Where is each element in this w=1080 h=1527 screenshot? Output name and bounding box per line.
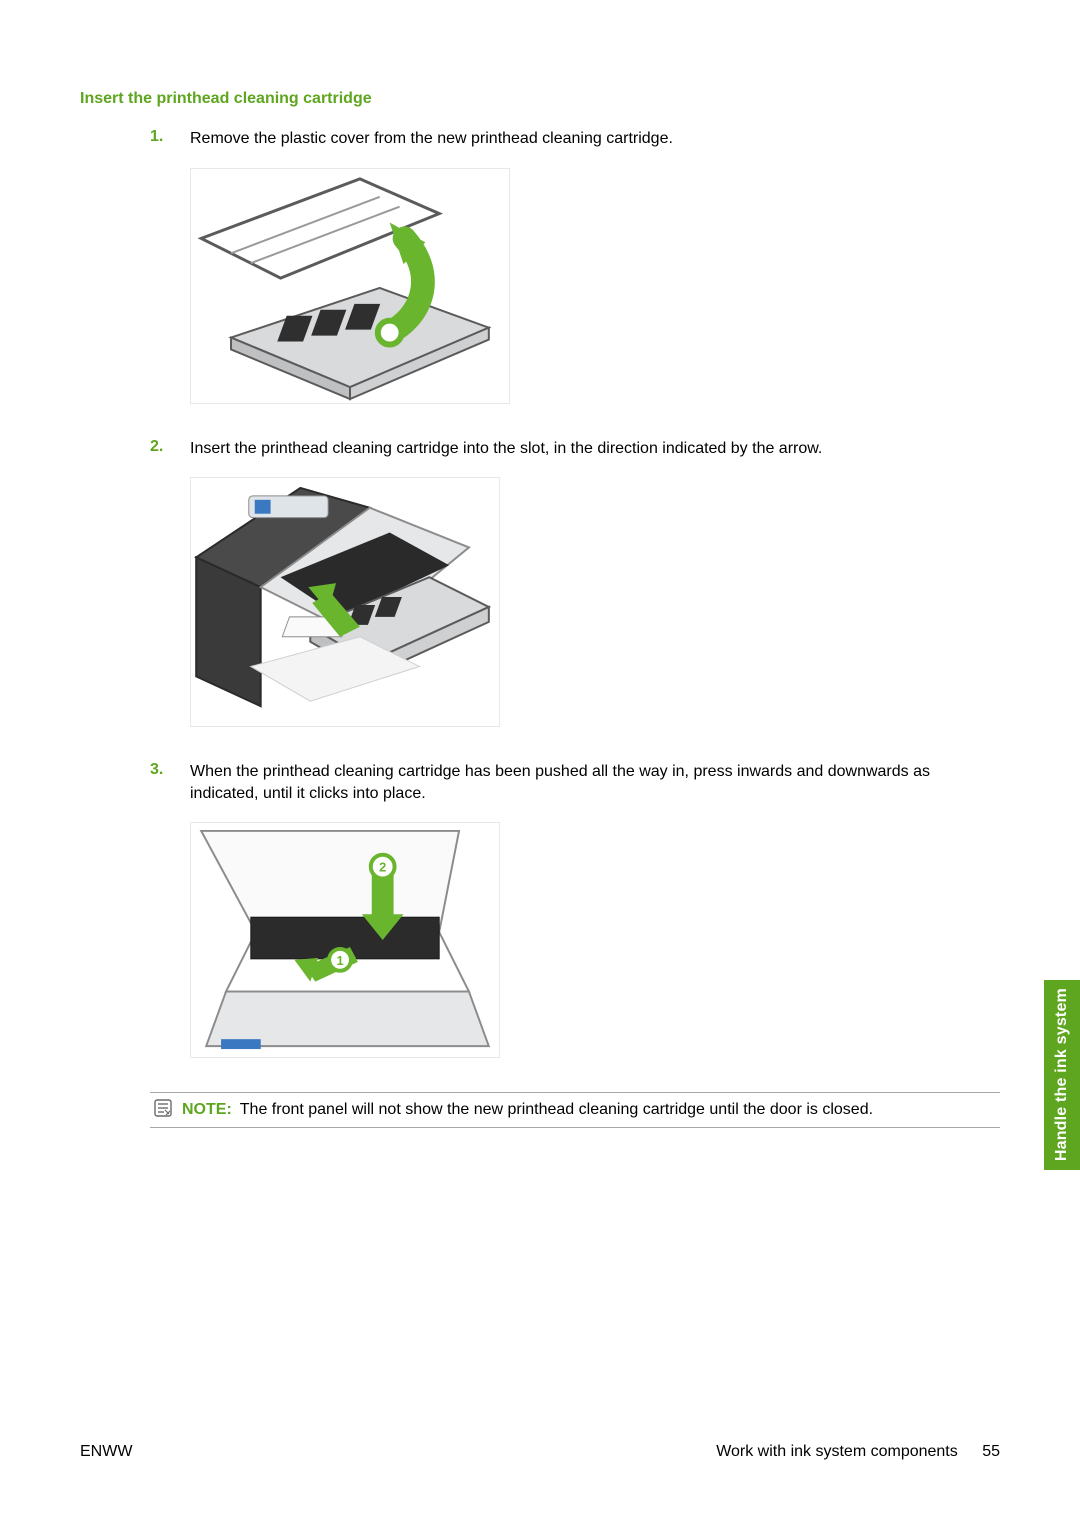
svg-text:1: 1 [336,953,343,968]
steps-list: 2. Insert the printhead cleaning cartrid… [150,438,1000,460]
step-number: 1. [150,128,190,150]
step-text: Insert the printhead cleaning cartridge … [190,438,1000,460]
press-cartridge-illustration: 1 2 [190,822,500,1058]
step-text: Remove the plastic cover from the new pr… [190,128,1000,150]
step-number: 2. [150,438,190,460]
figure-2 [190,477,1000,727]
section-heading: Insert the printhead cleaning cartridge [80,90,1000,108]
step-1: 1. Remove the plastic cover from the new… [150,128,1000,150]
note-callout: NOTE: The front panel will not show the n… [150,1092,1000,1128]
page: Insert the printhead cleaning cartridge … [0,0,1080,1527]
figure-1 [190,168,1000,404]
side-tab-label: Handle the ink system [1053,988,1071,1161]
note-label: NOTE: [182,1101,232,1118]
insert-cartridge-illustration [190,477,500,727]
note-icon [154,1099,172,1117]
footer-right: Work with ink system components 55 [716,1443,1000,1461]
steps-list: 3. When the printhead cleaning cartridge… [150,761,1000,804]
footer-left: ENWW [80,1443,132,1461]
steps-list: 1. Remove the plastic cover from the new… [150,128,1000,150]
note-text: The front panel will not show the new pr… [240,1101,873,1118]
figure-3: 1 2 [190,822,1000,1058]
svg-text:2: 2 [379,860,386,875]
side-chapter-tab: Handle the ink system [1044,980,1080,1170]
step-number: 3. [150,761,190,804]
step-2: 2. Insert the printhead cleaning cartrid… [150,438,1000,460]
footer-section-title: Work with ink system components [716,1443,958,1460]
step-3: 3. When the printhead cleaning cartridge… [150,761,1000,804]
page-footer: ENWW Work with ink system components 55 [80,1443,1000,1461]
step-text: When the printhead cleaning cartridge ha… [190,761,1000,804]
page-number: 55 [982,1443,1000,1460]
note-body: NOTE: The front panel will not show the n… [182,1099,873,1121]
cartridge-cover-illustration [190,168,510,404]
